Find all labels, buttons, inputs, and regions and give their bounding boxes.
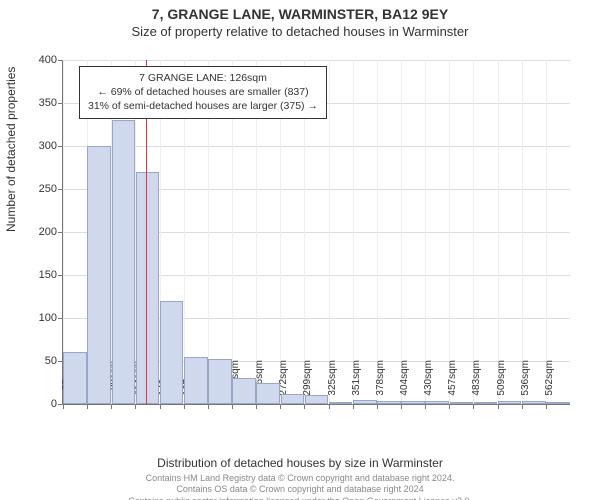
y-tick-label: 50 <box>17 355 63 367</box>
footer-line-3: Contains public sector information licen… <box>0 496 600 500</box>
chart-area: 05010015020025030035040035sqm61sqm88sqm1… <box>62 60 570 405</box>
vgridline <box>498 60 499 404</box>
info-line-3: 31% of semi-detached houses are larger (… <box>88 99 318 113</box>
bar <box>136 172 160 404</box>
bar <box>353 400 377 404</box>
info-line-1: 7 GRANGE LANE: 126sqm <box>88 71 318 85</box>
vgridline <box>449 60 450 404</box>
bar <box>425 401 449 404</box>
footer-line-1: Contains HM Land Registry data © Crown c… <box>0 473 600 484</box>
vgridline <box>329 60 330 404</box>
y-tick-label: 200 <box>17 226 63 238</box>
vgridline <box>401 60 402 404</box>
y-tick-label: 0 <box>17 398 63 410</box>
bar <box>450 402 474 404</box>
vgridline <box>377 60 378 404</box>
y-tick-label: 300 <box>17 140 63 152</box>
footer-line-2: Contains OS data © Crown copyright and d… <box>0 484 600 495</box>
bar <box>377 401 401 404</box>
gridline <box>63 60 570 61</box>
vgridline <box>522 60 523 404</box>
bar <box>329 402 353 404</box>
bar <box>184 357 208 404</box>
bar <box>474 402 498 404</box>
bar <box>305 395 329 404</box>
bar <box>87 146 111 404</box>
page-subtitle: Size of property relative to detached ho… <box>0 22 600 39</box>
page-title: 7, GRANGE LANE, WARMINSTER, BA12 9EY <box>0 0 600 22</box>
bar <box>256 383 280 405</box>
vgridline <box>425 60 426 404</box>
bar <box>63 352 87 404</box>
x-axis-label: Distribution of detached houses by size … <box>0 456 600 470</box>
info-line-2: ← 69% of detached houses are smaller (83… <box>88 85 318 99</box>
footer-attribution: Contains HM Land Registry data © Crown c… <box>0 473 600 500</box>
marker-info-box: 7 GRANGE LANE: 126sqm ← 69% of detached … <box>79 66 327 119</box>
bar <box>112 120 136 404</box>
bar <box>498 401 522 404</box>
vgridline <box>546 60 547 404</box>
bar <box>546 402 570 404</box>
y-tick-label: 100 <box>17 312 63 324</box>
gridline <box>63 146 570 147</box>
bar <box>401 401 425 404</box>
vgridline <box>353 60 354 404</box>
bar <box>208 359 232 404</box>
page-root: 7, GRANGE LANE, WARMINSTER, BA12 9EY Siz… <box>0 0 600 500</box>
y-tick-label: 150 <box>17 269 63 281</box>
bar <box>160 301 184 404</box>
bar <box>232 378 256 404</box>
bar <box>281 394 305 404</box>
y-tick-label: 350 <box>17 97 63 109</box>
y-axis-label: Number of detached properties <box>4 67 18 232</box>
y-tick-label: 250 <box>17 183 63 195</box>
vgridline <box>473 60 474 404</box>
y-tick-label: 400 <box>17 54 63 66</box>
bar <box>522 401 546 404</box>
